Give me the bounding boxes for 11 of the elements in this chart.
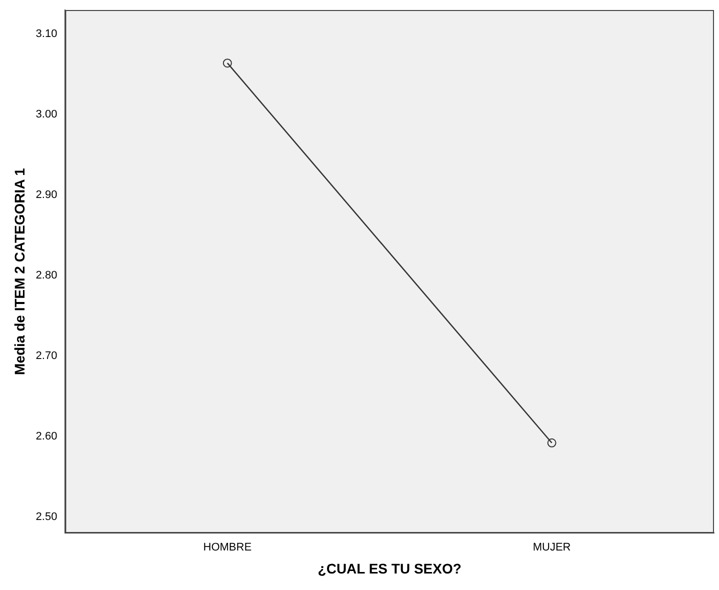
x-tick-label: HOMBRE	[203, 542, 252, 554]
y-axis-title: Media de ITEM 2 CATEGORIA 1	[11, 168, 28, 375]
x-axis-title: ¿CUAL ES TU SEXO?	[318, 560, 462, 576]
y-tick-label: 2.60	[36, 430, 58, 442]
y-tick-label: 3.10	[36, 28, 58, 40]
y-tick-label: 2.50	[36, 510, 58, 523]
y-tick-label: 3.00	[36, 108, 58, 121]
x-tick-label: MUJER	[532, 542, 571, 554]
y-tick-label: 2.70	[36, 350, 58, 362]
y-tick-label: 2.80	[36, 270, 58, 282]
y-tick-label: 2.90	[36, 189, 58, 202]
